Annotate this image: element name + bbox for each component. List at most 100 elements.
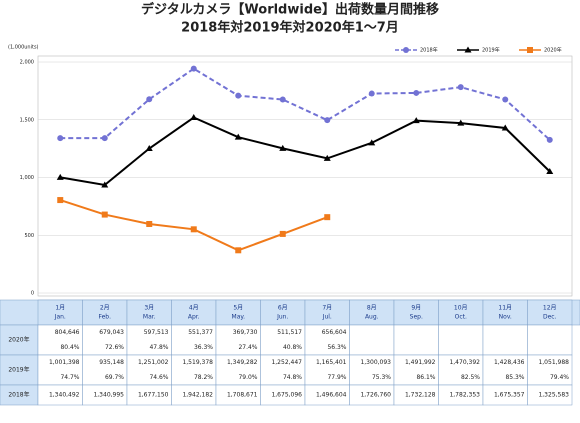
marker (190, 65, 197, 72)
marker (56, 173, 64, 180)
table-value: 656,604 (322, 329, 347, 336)
chart-title: デジタルカメラ【Worldwide】出荷数量月間推移 (141, 2, 439, 18)
month-label: 12月 (543, 305, 557, 312)
table-value: 1,470,392 (449, 359, 480, 366)
legend-label: 2019年 (482, 47, 500, 54)
marker (546, 167, 554, 174)
month-label-en: Oct. (455, 314, 467, 321)
table-pct: 86.1% (416, 374, 435, 381)
table-pct: 77.9% (327, 374, 346, 381)
legend-label: 2018年 (420, 47, 438, 54)
marker (101, 211, 108, 218)
table-value: 1,519,378 (182, 359, 213, 366)
table-value: 1,491,992 (405, 359, 436, 366)
header-cell (37, 299, 83, 326)
table-value: 1,340,995 (93, 392, 124, 399)
marker (101, 135, 108, 142)
header-cell (527, 299, 573, 326)
table-cell (482, 354, 528, 386)
header-cell (349, 299, 395, 326)
table-value: 1,001,398 (49, 359, 80, 366)
marker (324, 214, 331, 221)
marker (324, 117, 331, 124)
marker (234, 133, 242, 140)
month-label: 9月 (411, 305, 421, 312)
header-cell (171, 299, 217, 326)
header-cell (393, 299, 439, 326)
table-pct: 36.3% (194, 344, 213, 351)
month-label: 11月 (498, 305, 512, 312)
table-value: 369,730 (233, 329, 258, 336)
table-cell (349, 324, 395, 356)
y-tick-label: 1,000 (20, 175, 34, 181)
table-pct: 82.5% (461, 374, 480, 381)
table-value: 551,377 (188, 329, 213, 336)
table-cell (438, 354, 484, 386)
month-label-en: Mar. (143, 314, 156, 321)
marker (146, 220, 153, 227)
marker (502, 96, 509, 103)
table-value: 1,165,401 (316, 359, 347, 366)
row-label: 2018年 (8, 391, 29, 399)
marker (235, 247, 242, 254)
month-label-en: Sep. (410, 314, 423, 321)
marker (190, 226, 197, 233)
month-label-en: Apr. (188, 314, 200, 321)
row-label: 2020年 (8, 336, 29, 344)
header-cell (126, 299, 172, 326)
table-pct: 40.8% (283, 344, 302, 351)
marker (279, 144, 287, 151)
table-pct: 47.8% (149, 344, 168, 351)
row-label-cell (0, 324, 39, 356)
table-cell (126, 354, 172, 386)
marker (57, 135, 64, 142)
table-value: 1,340,492 (49, 392, 80, 399)
table-value: 1,252,447 (271, 359, 302, 366)
month-label-en: Jan. (54, 314, 66, 321)
table-cell (527, 324, 573, 356)
month-label: 5月 (233, 305, 243, 312)
marker (323, 154, 331, 161)
marker (101, 181, 109, 188)
table-pct: 79.4% (550, 374, 569, 381)
month-label-en: Aug. (365, 314, 379, 321)
table-cell (82, 354, 128, 386)
marker (235, 92, 242, 99)
table-cell (171, 324, 217, 356)
series-line (59, 199, 328, 252)
table-value: 1,496,604 (316, 392, 347, 399)
table-pct: 79.0% (238, 374, 257, 381)
month-label-en: Jun. (276, 314, 288, 321)
header-cell (304, 299, 350, 326)
table-cell (482, 324, 528, 356)
header-cell (260, 299, 306, 326)
chart-subtitle: 2018年対2019年対2020年1～7月 (181, 20, 399, 36)
table-value: 1,675,357 (494, 392, 525, 399)
row-label: 2019年 (8, 366, 29, 374)
month-label: 10月 (454, 305, 468, 312)
marker (457, 84, 464, 91)
marker (403, 47, 409, 53)
month-label-en: Jul. (322, 314, 332, 321)
table-pct: 75.3% (372, 374, 391, 381)
table-value: 1,325,583 (538, 392, 569, 399)
table-value: 511,517 (277, 329, 302, 336)
legend-label: 2020年 (544, 47, 562, 54)
month-label: 6月 (278, 305, 288, 312)
table-pct: 72.6% (105, 344, 124, 351)
y-tick-label: 2,000 (20, 60, 34, 66)
table-pct: 80.4% (60, 344, 79, 351)
marker (145, 145, 153, 152)
month-label-en: Feb. (98, 314, 111, 321)
table-value: 1,782,353 (449, 392, 480, 399)
y-tick-label: 500 (24, 233, 34, 239)
marker (457, 119, 465, 126)
table-value: 1,428,436 (494, 359, 525, 366)
marker (57, 197, 64, 204)
month-label: 7月 (322, 305, 332, 312)
month-label: 4月 (189, 305, 199, 312)
month-label-en: Dec. (543, 314, 557, 321)
table-value: 935,148 (99, 359, 124, 366)
marker (464, 46, 472, 53)
